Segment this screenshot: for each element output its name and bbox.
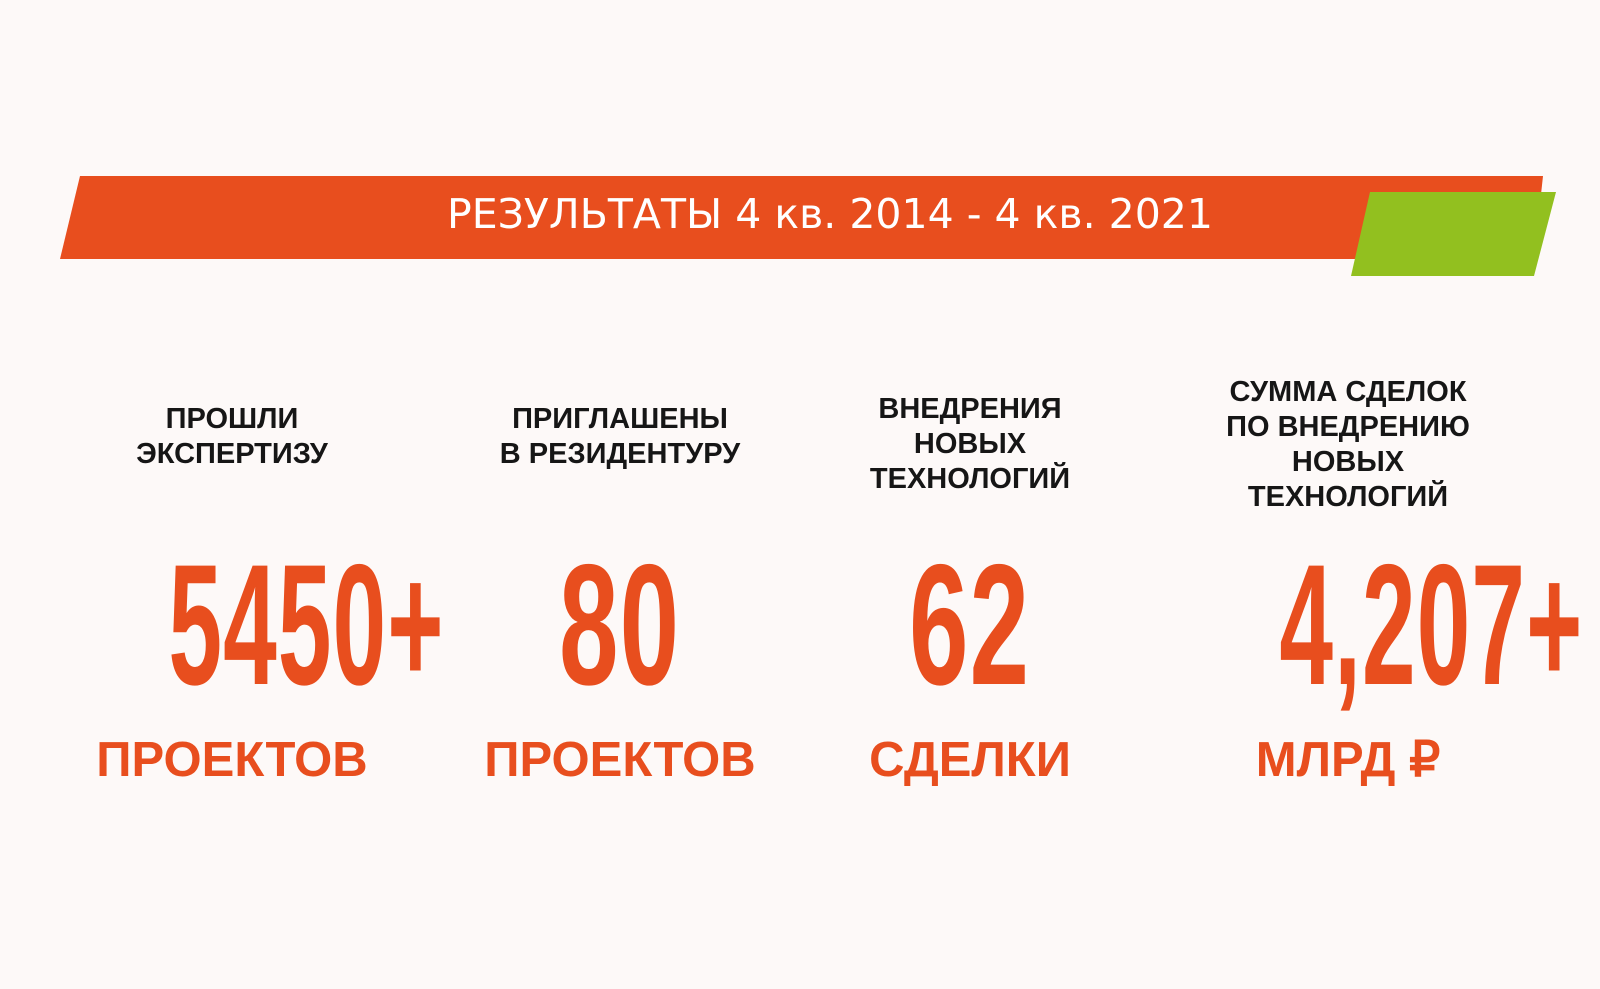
stat-label-line: ПО ВНЕДРЕНИЮ	[1226, 411, 1470, 443]
stat-label: ВНЕДРЕНИЯ НОВЫХ ТЕХНОЛОГИЙ	[820, 392, 1120, 497]
stat-value-text: 62	[909, 529, 1031, 721]
stat-label-box: ПРОШЛИ ЭКСПЕРТИЗУ	[60, 360, 404, 520]
stat-value: 5450+	[60, 535, 443, 715]
banner-title: РЕЗУЛЬТАТЫ 4 кв. 2014 - 4 кв. 2021	[447, 190, 1213, 238]
stat-value-text: 80	[559, 529, 681, 721]
banner-accent-stripe	[1351, 192, 1556, 276]
stat-value: 62	[820, 535, 1120, 715]
stat-label-line: ТЕХНОЛОГИЙ	[869, 463, 1071, 495]
stat-value: 4,207+	[1160, 535, 1582, 715]
stat-value: 80	[470, 535, 770, 715]
stat-label-box: ПРИГЛАШЕНЫ В РЕЗИДЕНТУРУ	[470, 360, 770, 520]
stat-unit: ПРОЕКТОВ	[96, 733, 368, 787]
stat-label: ПРОШЛИ ЭКСПЕРТИЗУ	[60, 402, 404, 472]
stat-label-line: ПРИГЛАШЕНЫ	[512, 403, 728, 435]
stat-label-box: СУММА СДЕЛОК ПО ВНЕДРЕНИЮ НОВЫХ ТЕХНОЛОГ…	[1160, 360, 1536, 520]
banner-graphic	[60, 176, 1556, 276]
stat-label-line: ЭКСПЕРТИЗУ	[136, 438, 328, 470]
stat-label-line: ПРОШЛИ	[165, 403, 299, 435]
stat-label-box: ВНЕДРЕНИЯ НОВЫХ ТЕХНОЛОГИЙ	[820, 360, 1120, 520]
stat-unit: МЛРД ₽	[1255, 733, 1441, 787]
stat-label-line: ТЕХНОЛОГИЙ	[1247, 481, 1449, 513]
stat-label-line: В РЕЗИДЕНТУРУ	[499, 438, 741, 470]
stat-label: ПРИГЛАШЕНЫ В РЕЗИДЕНТУРУ	[470, 402, 770, 472]
banner-main-stripe	[60, 176, 1543, 259]
stat-label-line: СУММА СДЕЛОК	[1229, 376, 1467, 408]
stat-label-line: НОВЫХ	[913, 428, 1027, 460]
stat-label: СУММА СДЕЛОК ПО ВНЕДРЕНИЮ НОВЫХ ТЕХНОЛОГ…	[1160, 375, 1536, 515]
stat-value-text: 5450+	[168, 529, 445, 721]
stat-unit: ПРОЕКТОВ	[484, 733, 756, 787]
stat-label-line: НОВЫХ	[1291, 446, 1405, 478]
stat-unit: СДЕЛКИ	[869, 733, 1071, 787]
stat-value-text: 4,207+	[1279, 529, 1584, 721]
stat-label-line: ВНЕДРЕНИЯ	[878, 393, 1062, 425]
